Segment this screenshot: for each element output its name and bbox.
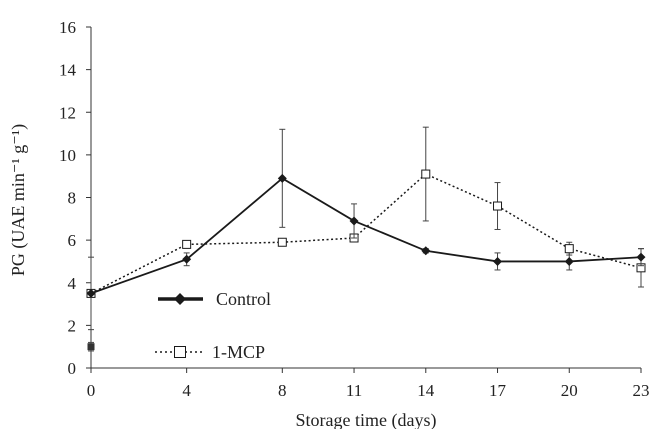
data-point-control [493,256,503,266]
data-point-1-mcp [493,201,503,211]
x-tick-label: 20 [561,381,578,400]
data-point-1-mcp [277,237,287,247]
data-point-control [636,252,646,262]
legend-marker-control [174,293,186,305]
x-tick-label: 8 [278,381,287,400]
data-point-1-mcp [564,244,574,254]
series-layer [86,126,646,352]
y-axis-title: PG (UAE min⁻¹ g⁻¹) [8,124,29,276]
data-point-control [182,254,192,264]
data-point-control [421,246,431,256]
legend-label-1-mcp: 1-MCP [212,342,265,362]
legend: Control 1-MCP [155,289,271,362]
data-point-control [349,216,359,226]
y-tick-label: 10 [59,146,76,165]
series-line-control [90,177,642,295]
y-tick-label: 6 [68,231,77,250]
data-point-control [86,288,96,298]
y-tick-label: 14 [59,61,77,80]
legend-item-control: Control [158,289,271,309]
legend-marker-1-mcp [174,346,186,358]
y-tick-label: 8 [68,189,77,208]
data-point-1-mcp [182,239,192,249]
legend-item-1-mcp: 1-MCP [155,342,265,362]
extra-data-point [87,343,95,351]
legend-label-control: Control [216,289,271,309]
y-tick-label: 12 [59,103,76,122]
tick-labels: 0 2 4 6 8 10 12 14 16 0 4 8 11 14 17 20 23 [59,18,650,400]
data-point-control [277,173,287,183]
series-line-1-mcp [90,173,642,295]
series-1-mcp [86,126,646,298]
data-point-control [564,256,574,266]
x-tick-label: 14 [417,381,435,400]
y-tick-label: 4 [68,274,77,293]
series-control [86,128,646,331]
x-tick-label: 4 [182,381,191,400]
axes [86,26,642,373]
data-point-1-mcp [421,169,431,179]
y-tick-label: 0 [68,359,77,378]
x-tick-label: 0 [87,381,96,400]
x-axis-title: Storage time (days) [296,410,437,429]
extra-point-group [87,341,95,352]
y-tick-label: 16 [59,18,76,37]
x-tick-label: 23 [633,381,650,400]
y-tick-label: 2 [68,316,77,335]
x-tick-label: 11 [346,381,362,400]
x-tick-label: 17 [489,381,507,400]
